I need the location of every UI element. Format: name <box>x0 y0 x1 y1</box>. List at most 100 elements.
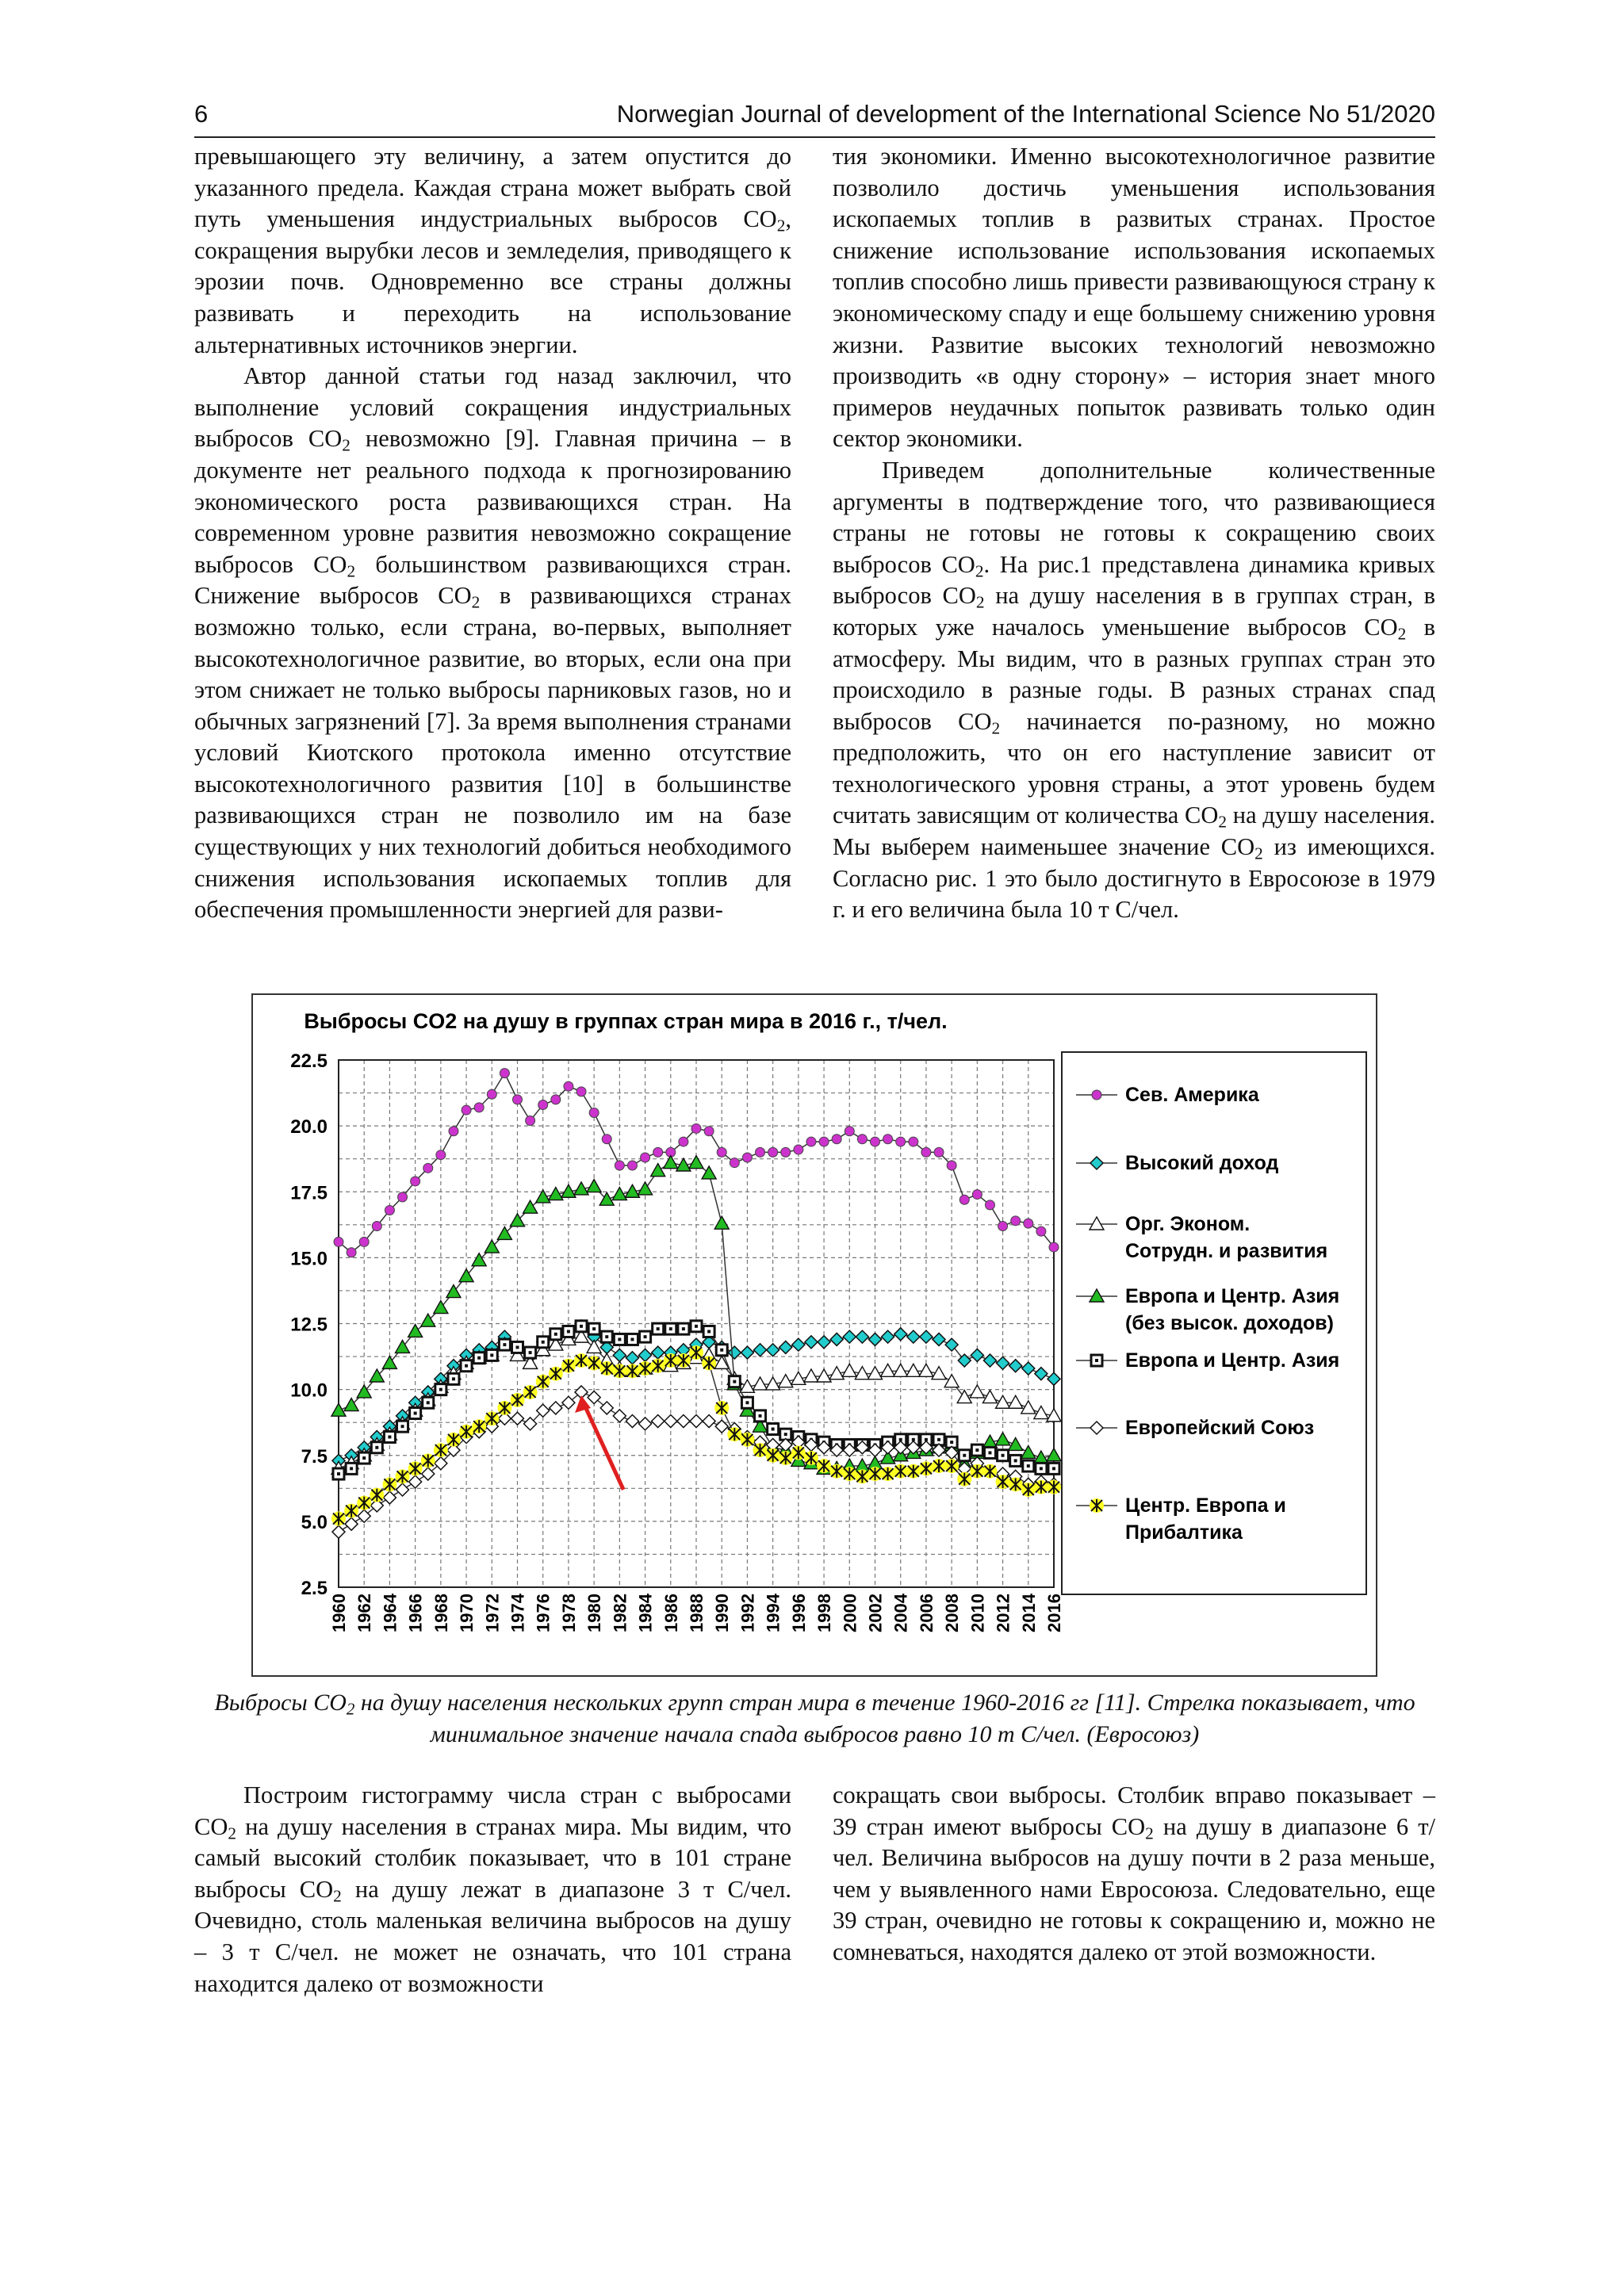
x-tick-label: 1986 <box>661 1594 681 1632</box>
x-tick-label: 1976 <box>534 1594 553 1632</box>
series-3-point <box>624 1183 641 1198</box>
series-2-point <box>752 1376 768 1391</box>
series-6-point <box>435 1444 447 1457</box>
right-column-top: тия экономики. Именно высокотехнологично… <box>833 141 1435 926</box>
series-6-point <box>868 1468 882 1481</box>
legend-label: Высокий доход <box>1125 1152 1279 1174</box>
legend-marker <box>1089 1420 1105 1436</box>
legend-label: (без высок. доходов) <box>1125 1312 1334 1334</box>
series-0-point <box>576 1086 587 1097</box>
series-1-point <box>918 1330 933 1345</box>
series-6-point <box>766 1448 779 1462</box>
page-header: 6 Norwegian Journal of development of th… <box>194 98 1435 138</box>
paragraph: Построим гистограмму числа стран с выбро… <box>194 1781 792 1997</box>
series-6-point <box>741 1433 754 1446</box>
series-6-point <box>945 1460 958 1473</box>
y-tick-label: 5.0 <box>301 1512 327 1533</box>
series-0-point <box>588 1108 599 1118</box>
series-1-point <box>765 1342 780 1357</box>
series-0-point <box>384 1205 395 1216</box>
series-2-point <box>802 1368 820 1383</box>
series-6-point <box>996 1475 1009 1488</box>
series-5-point <box>331 1525 347 1540</box>
series-6-point <box>818 1460 830 1473</box>
series-5-point <box>931 1443 947 1458</box>
series-4-point-center <box>1039 1467 1043 1471</box>
series-0-point <box>601 1134 612 1145</box>
series-0-point <box>1023 1218 1034 1229</box>
series-1-point <box>778 1340 793 1355</box>
legend-label: Европа и Центр. Азия <box>1125 1349 1339 1372</box>
series-2-point <box>547 1336 565 1351</box>
series-3-point <box>560 1183 577 1198</box>
series-6-point <box>473 1420 485 1433</box>
series-6-point <box>613 1364 626 1378</box>
series-0-point <box>933 1146 944 1158</box>
series-6-point <box>920 1462 933 1475</box>
series-1-point <box>880 1330 895 1345</box>
series-6-point <box>575 1354 588 1368</box>
series-0-point <box>563 1081 574 1092</box>
series-4-point-center <box>541 1340 545 1344</box>
series-6-point <box>677 1354 690 1368</box>
x-tick-label: 1990 <box>712 1594 732 1632</box>
series-0-point <box>818 1136 829 1147</box>
series-0-point <box>333 1236 344 1247</box>
series-2-point <box>994 1394 1011 1409</box>
series-4-point-center <box>630 1337 634 1341</box>
series-6-point <box>511 1393 524 1406</box>
series-6-point <box>881 1468 894 1481</box>
series-4-point-center <box>605 1335 609 1339</box>
series-0-point <box>691 1123 702 1134</box>
series-6-point <box>332 1512 345 1525</box>
series-4-point-center <box>451 1377 455 1381</box>
y-tick-label: 10.0 <box>290 1380 327 1402</box>
x-tick-label: 1962 <box>354 1594 374 1632</box>
series-0-point <box>423 1162 434 1173</box>
series-1-point <box>817 1334 832 1349</box>
series-0-point <box>716 1146 727 1158</box>
series-1-point <box>791 1337 806 1353</box>
series-4-point-center <box>490 1353 494 1357</box>
legend-label: Центр. Европа и <box>1125 1494 1286 1517</box>
series-1-point <box>1021 1360 1036 1376</box>
series-6-point <box>626 1364 639 1378</box>
series-5-point <box>817 1440 832 1455</box>
series-5-point <box>395 1482 410 1498</box>
series-3-point <box>879 1449 896 1464</box>
series-6-point <box>907 1464 920 1478</box>
series-6-point <box>1009 1478 1022 1491</box>
series-5-point <box>408 1474 423 1490</box>
x-tick-label: 2004 <box>891 1593 911 1632</box>
series-6-point <box>753 1444 767 1457</box>
series-6-point <box>779 1452 792 1465</box>
series-6-point <box>396 1470 409 1483</box>
series-4-point-center <box>592 1327 596 1331</box>
y-tick-label: 20.0 <box>290 1116 327 1138</box>
series-6-point <box>971 1464 984 1478</box>
series-0-point <box>959 1194 970 1205</box>
series-6-point <box>588 1357 600 1370</box>
chart-svg: Выбросы CO2 на душу в группах стран мира… <box>290 1009 1367 1632</box>
series-4-point-center <box>388 1435 392 1439</box>
figure-emissions-chart: Выбросы CO2 на душу в группах стран мира… <box>251 993 1377 1677</box>
series-6-point <box>665 1354 677 1368</box>
right-column-bottom: сокращать свои выбросы. Столбик вправо п… <box>833 1780 1435 1969</box>
left-column-top: превышающего эту величину, а затем опуст… <box>194 141 791 926</box>
series-3-point <box>394 1338 411 1354</box>
series-2-point <box>956 1389 973 1404</box>
series-3-point <box>611 1186 628 1201</box>
series-0-point <box>768 1146 779 1158</box>
series-6-point <box>370 1488 384 1502</box>
series-3-point <box>432 1299 450 1314</box>
x-tick-label: 1960 <box>329 1594 349 1632</box>
series-5-point <box>561 1395 576 1410</box>
x-tick-label: 1974 <box>508 1593 528 1632</box>
x-tick-label: 2006 <box>917 1594 936 1632</box>
series-4-point-center <box>783 1433 787 1437</box>
series-1-point <box>1008 1358 1023 1373</box>
series-3-point <box>739 1402 756 1417</box>
series-0-point <box>831 1134 842 1145</box>
series-5-point <box>523 1416 538 1431</box>
series-1-point <box>970 1348 985 1363</box>
